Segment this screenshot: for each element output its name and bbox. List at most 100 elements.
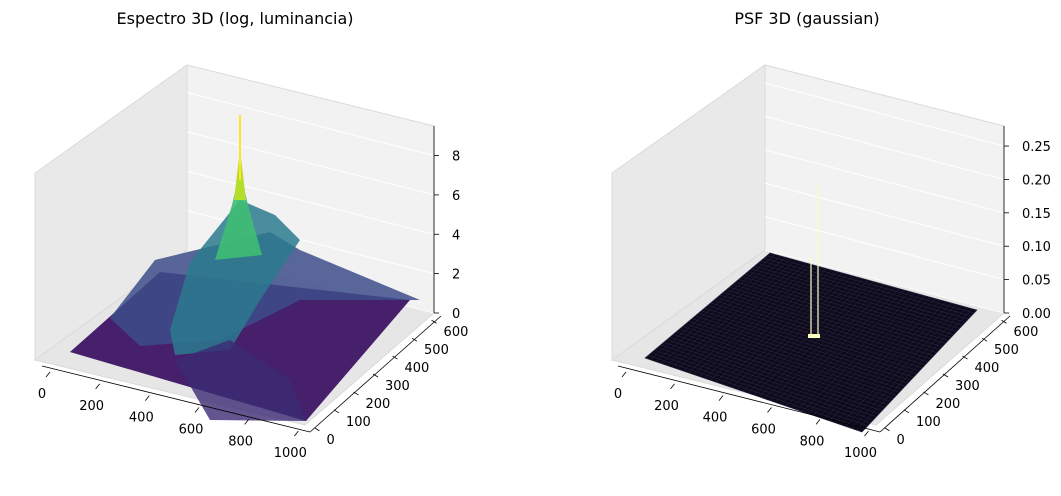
mesh-line xyxy=(716,297,929,363)
mesh-line xyxy=(726,289,937,353)
x-tick-label: 1000 xyxy=(844,446,877,461)
y-tick-label: 100 xyxy=(916,415,941,430)
z-tick-label: 8 xyxy=(452,150,460,165)
y-tick-mark xyxy=(372,373,379,378)
mesh-line xyxy=(829,301,947,422)
x-tick-label: 0 xyxy=(614,387,622,402)
x-tick-mark xyxy=(244,419,249,425)
y-tick-mark xyxy=(392,355,398,360)
y-axis-line-right xyxy=(879,315,1011,433)
mesh-line xyxy=(758,282,879,397)
mesh-line xyxy=(785,289,905,407)
grid-line xyxy=(764,249,1005,314)
mesh-line xyxy=(807,295,926,414)
mesh-line xyxy=(757,263,966,323)
mesh-line xyxy=(719,294,932,359)
mesh-line xyxy=(813,297,931,416)
z-tick-label: 2 xyxy=(452,268,460,283)
y-tick-label: 100 xyxy=(346,415,371,430)
y-tick-label: 500 xyxy=(424,343,449,358)
x-tick-mark xyxy=(194,407,200,413)
mesh-line xyxy=(754,265,963,326)
mesh-line xyxy=(775,287,895,403)
chart-title-left: Espectro 3D (log, luminancia) xyxy=(117,9,354,28)
mesh-line xyxy=(729,286,940,350)
mesh-line xyxy=(823,299,941,420)
mesh-line xyxy=(845,305,962,427)
x-axis-line-right xyxy=(617,365,881,433)
mesh-line xyxy=(735,281,946,344)
mesh-line xyxy=(818,298,936,418)
y-tick-mark xyxy=(884,427,890,432)
x-tick-label: 800 xyxy=(800,434,825,449)
psf-3d-panel: 0 200 400 600 800 1000 0 100 200 300 400 500 600 0.00… xyxy=(610,9,1051,461)
y-tick-label: 300 xyxy=(385,379,410,394)
grid-line xyxy=(186,92,435,157)
z-tick-label: 0.25 xyxy=(1022,140,1051,155)
grid-line xyxy=(764,115,1005,180)
x-tick-label: 200 xyxy=(79,399,104,414)
y-axis-line-left xyxy=(309,315,442,433)
z-tick-label: 0.00 xyxy=(1022,307,1051,322)
z-tick-label: 0.20 xyxy=(1022,173,1051,188)
y-tick-mark xyxy=(1001,319,1007,324)
mesh-line xyxy=(791,291,910,409)
mesh-line xyxy=(741,276,952,338)
y-tick-mark xyxy=(903,409,910,414)
mesh-line xyxy=(713,300,926,366)
grid-line xyxy=(764,82,1005,147)
grid-line xyxy=(186,170,435,235)
y-tick-mark xyxy=(962,355,968,360)
grid-line xyxy=(764,216,1005,281)
mesh-line xyxy=(751,268,960,329)
y-tick-label: 400 xyxy=(975,361,1000,376)
y-tick-mark xyxy=(353,391,359,396)
y-tick-label: 200 xyxy=(365,397,390,412)
y-tick-mark xyxy=(942,373,949,378)
z-tick-label: 0.15 xyxy=(1022,207,1051,222)
y-tick-label: 0 xyxy=(326,433,334,448)
y-tick-mark xyxy=(314,427,320,432)
y-tick-label: 200 xyxy=(935,397,960,412)
x-axis-line-left xyxy=(41,365,311,433)
mesh-line xyxy=(738,279,949,341)
x-tick-mark xyxy=(621,371,627,378)
x-tick-label: 400 xyxy=(129,411,154,426)
x-tick-mark xyxy=(767,407,772,413)
y-tick-label: 0 xyxy=(896,433,904,448)
z-tick-label: 4 xyxy=(452,228,460,243)
mesh-line xyxy=(753,281,874,396)
x-tick-mark xyxy=(45,371,51,378)
mesh-line xyxy=(760,260,969,320)
mesh-line xyxy=(834,302,952,423)
y-tick-mark xyxy=(411,337,418,342)
mesh-line xyxy=(744,273,955,335)
mesh-line xyxy=(764,284,884,399)
x-tick-label: 0 xyxy=(38,387,46,402)
y-tick-label: 300 xyxy=(955,379,980,394)
z-tick-label: 6 xyxy=(452,189,460,204)
x-tick-mark xyxy=(95,383,100,390)
x-tick-label: 600 xyxy=(179,423,204,438)
y-tick-mark xyxy=(981,337,988,342)
mesh-line xyxy=(732,284,943,347)
y-tick-mark xyxy=(333,409,340,414)
y-tick-mark xyxy=(923,391,929,396)
y-tick-label: 600 xyxy=(444,325,469,340)
mesh-line xyxy=(802,294,921,412)
x-tick-label: 600 xyxy=(751,423,776,438)
z-tick-label: 0.10 xyxy=(1022,240,1051,255)
x-tick-label: 200 xyxy=(654,399,679,414)
x-tick-label: 400 xyxy=(703,411,728,426)
mesh-line xyxy=(780,288,900,405)
spectrum-surface xyxy=(70,115,420,421)
x-tick-mark xyxy=(718,395,724,401)
z-tick-label: 0 xyxy=(452,307,460,322)
x-tick-mark xyxy=(864,430,869,437)
x-tick-label: 800 xyxy=(228,434,253,449)
mesh-line xyxy=(856,308,972,431)
mesh-line xyxy=(763,258,972,317)
grid-line xyxy=(764,149,1005,214)
grid-line xyxy=(764,182,1005,247)
mesh-line xyxy=(723,292,934,356)
